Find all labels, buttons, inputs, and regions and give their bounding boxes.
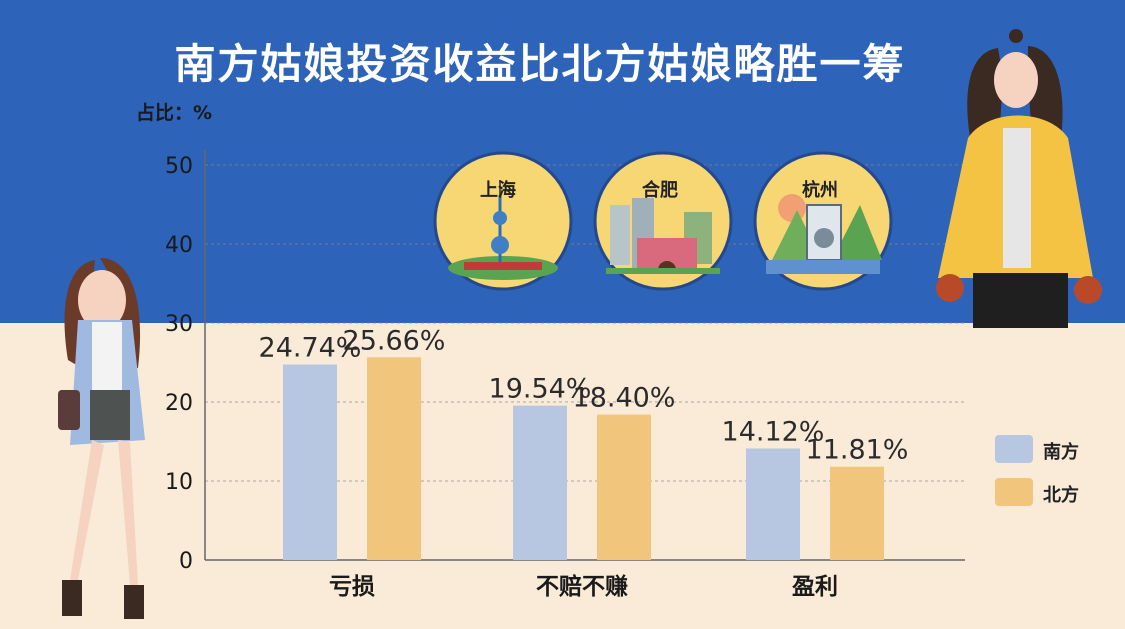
hangzhou-illustration-icon bbox=[753, 151, 893, 291]
legend-swatch-south bbox=[995, 435, 1033, 463]
x-tick-label: 不赔不赚 bbox=[536, 574, 628, 600]
shanghai-illustration-icon bbox=[433, 151, 573, 291]
y-tick-label: 20 bbox=[165, 391, 193, 416]
chart-title: 南方姑娘投资收益比北方姑娘略胜一筹 bbox=[174, 40, 906, 88]
bar-north bbox=[830, 466, 884, 560]
data-label: 11.81% bbox=[806, 435, 909, 466]
hefei-illustration-icon bbox=[593, 151, 733, 291]
x-tick-label: 亏损 bbox=[329, 574, 375, 600]
left-girl-illustration bbox=[58, 258, 145, 619]
data-label: 14.12% bbox=[722, 416, 825, 447]
data-label: 24.74% bbox=[259, 333, 362, 364]
y-tick-label: 50 bbox=[165, 154, 193, 179]
city-badge-hefei: 合肥 bbox=[592, 150, 734, 296]
data-label: 19.54% bbox=[489, 374, 592, 405]
data-label: 25.66% bbox=[343, 325, 446, 356]
legend-label-north: 北方 bbox=[1043, 485, 1079, 506]
legend-label-south: 南方 bbox=[1043, 442, 1079, 463]
x-tick-label: 盈利 bbox=[791, 574, 838, 600]
city-badge-hangzhou: 杭州 bbox=[752, 150, 894, 296]
data-label: 18.40% bbox=[573, 383, 676, 414]
legend-swatch-north bbox=[995, 478, 1033, 506]
y-tick-label: 0 bbox=[179, 549, 193, 574]
city-label: 合肥 bbox=[642, 180, 678, 201]
unit-label: 占比：% bbox=[136, 102, 213, 124]
bar-south bbox=[283, 364, 337, 560]
bar-north bbox=[367, 357, 421, 560]
bar-south bbox=[746, 448, 800, 560]
city-badge-shanghai: 上海 bbox=[432, 150, 574, 296]
right-girl-illustration bbox=[936, 29, 1102, 328]
bar-south bbox=[513, 405, 567, 560]
bar-north bbox=[597, 414, 651, 560]
y-tick-label: 30 bbox=[165, 312, 193, 337]
city-label: 杭州 bbox=[802, 180, 838, 201]
y-tick-label: 40 bbox=[165, 233, 193, 258]
y-tick-label: 10 bbox=[165, 470, 193, 495]
header-background bbox=[0, 0, 1125, 323]
city-label: 上海 bbox=[480, 180, 516, 201]
